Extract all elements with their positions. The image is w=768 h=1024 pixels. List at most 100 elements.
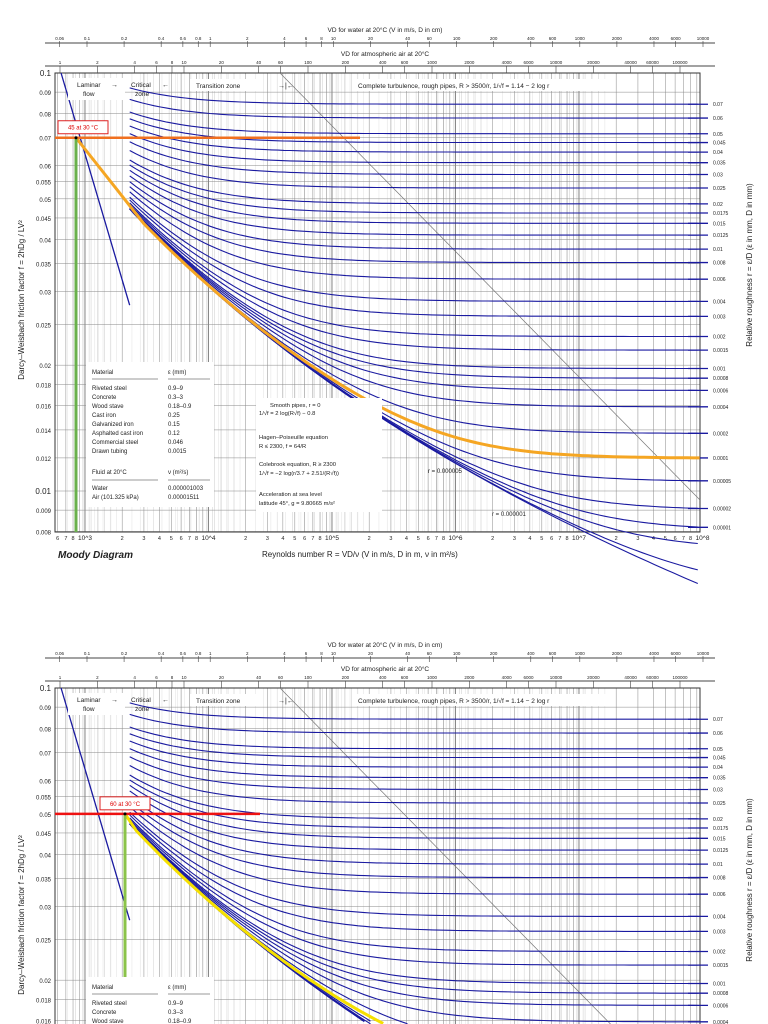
chart-title: Moody Diagram bbox=[58, 550, 133, 561]
roughness-label: 0.008 bbox=[713, 261, 726, 267]
roughness-label: 0.06 bbox=[713, 731, 723, 737]
air-axis-tick-label: 20 bbox=[219, 60, 225, 65]
air-axis-tick-label: 4 bbox=[133, 60, 136, 65]
water-axis-tick-label: 0.8 bbox=[195, 36, 202, 41]
y-tick-label: 0.018 bbox=[36, 383, 52, 389]
water-axis-tick-label: 6000 bbox=[671, 651, 682, 656]
water-axis-tick-label: 100 bbox=[453, 36, 461, 41]
complete-turbulence-label: Complete turbulence, rough pipes, R > 35… bbox=[358, 697, 550, 705]
critical-zone-label-2: zone bbox=[135, 91, 149, 98]
air-axis-tick-label: 2 bbox=[96, 675, 99, 680]
y-tick-label: 0.018 bbox=[36, 998, 52, 1004]
equation-text: 1/√f = 2 log(R√f) − 0.8 bbox=[259, 410, 315, 417]
material-name: Wood stave bbox=[92, 1019, 124, 1024]
material-roughness: 0.12 bbox=[168, 431, 180, 437]
water-axis-tick-label: 8 bbox=[320, 651, 323, 656]
x-tick-label: 8 bbox=[442, 536, 445, 542]
material-roughness: 0.3–3 bbox=[168, 395, 184, 401]
materials-table: Material ε (mm) Riveted steel 0.9–9 Concrete… bbox=[86, 977, 214, 1024]
air-axis-tick-label: 400 bbox=[379, 675, 387, 680]
roughness-curve bbox=[129, 206, 698, 391]
water-axis-tick-label: 0.8 bbox=[195, 651, 202, 656]
roughness-curve bbox=[129, 159, 698, 205]
water-axis-tick-label: 0.4 bbox=[158, 651, 165, 656]
roughness-label: 0.02 bbox=[713, 202, 723, 208]
material-name: Concrete bbox=[92, 1010, 117, 1016]
roughness-curve bbox=[129, 175, 698, 236]
water-axis-tick-label: 0.1 bbox=[84, 36, 91, 41]
roughness-label: 0.0002 bbox=[713, 431, 729, 437]
plot-frame bbox=[54, 72, 701, 533]
arrow-right-icon: → bbox=[111, 82, 118, 89]
y-tick-label: 0.014 bbox=[36, 429, 52, 435]
y-tick-label: 0.045 bbox=[36, 832, 52, 838]
material-roughness: 0.046 bbox=[168, 440, 184, 446]
air-axis-tick-label: 600 bbox=[401, 675, 409, 680]
roughness-curve bbox=[129, 733, 698, 759]
air-axis-tick-label: 60000 bbox=[646, 675, 659, 680]
x-tick-label: 2 bbox=[491, 536, 494, 542]
roughness-curve bbox=[129, 756, 698, 791]
y-tick-label: 0.08 bbox=[39, 113, 51, 119]
roughness-curve bbox=[129, 821, 698, 1006]
highlighted-roughness-curve bbox=[123, 812, 384, 1024]
complete-turbulence-label: Complete turbulence, rough pipes, R > 35… bbox=[358, 82, 550, 90]
critical-zone-label: Critical bbox=[131, 697, 151, 704]
x-tick-label: 6 bbox=[550, 536, 553, 542]
curve-label-r-1e-6: r = 0.000001 bbox=[492, 512, 527, 518]
y-tick-label: 0.07 bbox=[39, 137, 51, 143]
roughness-label: 0.07 bbox=[713, 717, 723, 723]
air-axis-tick-label: 40000 bbox=[624, 60, 637, 65]
roughness-curve bbox=[129, 111, 698, 135]
air-axis-tick-label: 4000 bbox=[502, 675, 513, 680]
roughness-label: 0.0004 bbox=[713, 405, 729, 411]
roughness-label: 0.07 bbox=[713, 102, 723, 108]
roughness-label: 0.035 bbox=[713, 161, 726, 167]
equation-text: Smooth pipes, r = 0 bbox=[270, 403, 320, 409]
roughness-label: 0.0001 bbox=[713, 456, 729, 462]
critical-zone-label: Critical bbox=[131, 82, 151, 89]
roughness-curve bbox=[129, 713, 698, 734]
roughness-curve bbox=[129, 208, 698, 434]
air-axis-tick-label: 6000 bbox=[523, 675, 534, 680]
x-tick-label: 10^6 bbox=[449, 535, 463, 542]
air-axis-tick-label: 60 bbox=[278, 60, 284, 65]
arrow-right-icon: → bbox=[111, 697, 118, 704]
roughness-label: 0.006 bbox=[713, 892, 726, 898]
air-axis-tick-label: 400 bbox=[379, 60, 387, 65]
water-axis-tick-label: 6 bbox=[305, 36, 308, 41]
y-tick-label: 0.05 bbox=[39, 198, 51, 204]
roughness-curve bbox=[129, 822, 698, 1023]
plot-frame bbox=[54, 687, 701, 1024]
y-tick-label: 0.025 bbox=[36, 939, 52, 945]
laminar-flow-line bbox=[60, 72, 131, 306]
y-tick-label: 0.06 bbox=[39, 780, 51, 786]
air-axis-tick-label: 10000 bbox=[550, 675, 563, 680]
air-axis-title: VD for atmospheric air at 20°C bbox=[341, 50, 430, 58]
x-tick-label: 10^4 bbox=[202, 535, 216, 542]
roughness-curve bbox=[129, 796, 698, 865]
roughness-label: 0.00001 bbox=[713, 525, 731, 531]
water-axis-tick-label: 0.2 bbox=[121, 651, 128, 656]
water-axis-tick-label: 0.06 bbox=[55, 36, 64, 41]
air-axis-tick-label: 20000 bbox=[587, 60, 600, 65]
y-tick-label: 0.1 bbox=[40, 69, 52, 78]
water-axis-tick-label: 0.2 bbox=[121, 36, 128, 41]
material-name: Commercial steel bbox=[92, 440, 138, 446]
materials-table: Material ε (mm) Riveted steel 0.9–9 Concrete… bbox=[86, 362, 214, 507]
x-tick-label: 4 bbox=[528, 536, 531, 542]
viscosity-header: ν (m²/s) bbox=[168, 470, 188, 476]
x-tick-label: 3 bbox=[266, 536, 269, 542]
air-axis-tick-label: 20 bbox=[219, 675, 225, 680]
x-tick-label: 2 bbox=[121, 536, 124, 542]
highlighted-roughness-curve bbox=[74, 136, 700, 460]
y-tick-label: 0.03 bbox=[39, 906, 51, 912]
water-axis-tick-label: 20 bbox=[368, 651, 374, 656]
x-tick-label: 6 bbox=[303, 536, 306, 542]
roughness-curve bbox=[129, 702, 698, 720]
roughness-curve bbox=[129, 133, 698, 164]
laminar-flow-line bbox=[60, 687, 131, 921]
zone-label-background bbox=[352, 79, 608, 91]
x-tick-label: 5 bbox=[417, 536, 420, 542]
y-tick-label: 0.06 bbox=[39, 165, 51, 171]
